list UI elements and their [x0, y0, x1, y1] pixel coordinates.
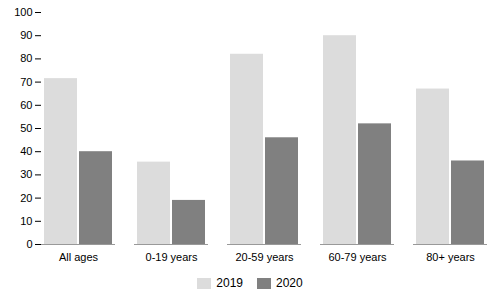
svg-text:70: 70	[20, 76, 32, 88]
html-text:2020: 2020	[276, 276, 303, 290]
svg-text:40: 40	[20, 145, 32, 157]
svg-text:80: 80	[20, 52, 32, 64]
svg-text:100: 100	[14, 6, 32, 18]
svg-text:60: 60	[20, 99, 32, 111]
svg-text:30: 30	[20, 168, 32, 180]
svg-text:20: 20	[20, 192, 32, 204]
html-text:2019: 2019	[216, 276, 243, 290]
svg-text:50: 50	[20, 122, 32, 134]
svg-text:0: 0	[26, 238, 32, 250]
svg-text:0-19 years: 0-19 years	[146, 251, 198, 263]
svg-text:60-79 years: 60-79 years	[328, 251, 387, 263]
svg-text:80+ years: 80+ years	[426, 251, 475, 263]
svg-text:10: 10	[20, 215, 32, 227]
svg-text:20-59 years: 20-59 years	[235, 251, 294, 263]
svg-text:90: 90	[20, 29, 32, 41]
svg-text:All ages: All ages	[59, 251, 99, 263]
